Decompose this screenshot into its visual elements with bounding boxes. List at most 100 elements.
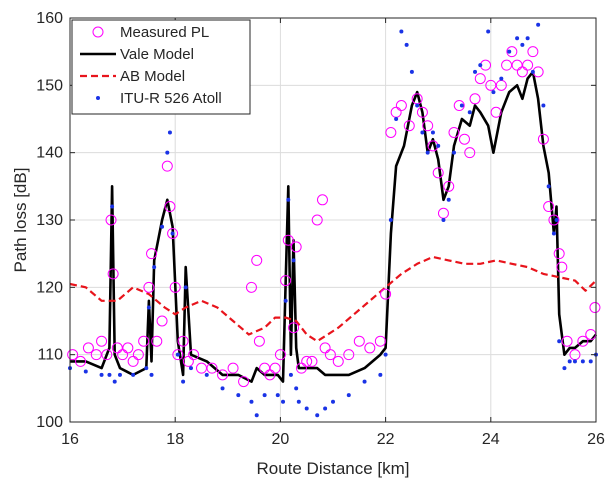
data-point-itu — [546, 184, 551, 189]
data-point-measured — [164, 201, 176, 213]
data-point-itu — [436, 143, 441, 148]
data-point-itu — [131, 372, 136, 377]
data-point-itu — [165, 150, 170, 155]
data-point-measured — [319, 342, 331, 354]
data-point-itu — [283, 298, 288, 303]
data-point-measured — [548, 214, 560, 226]
data-point-measured — [177, 335, 189, 347]
data-point-measured — [556, 261, 568, 273]
data-point-measured — [506, 46, 518, 58]
legend-symbol-measured-pl — [92, 26, 104, 38]
y-tick-label: 140 — [36, 145, 63, 162]
data-point-itu — [415, 103, 420, 108]
data-point-itu — [144, 366, 149, 371]
data-point-measured — [353, 335, 365, 347]
data-point-itu — [499, 76, 504, 81]
data-point-measured — [206, 362, 218, 374]
y-tick-label: 110 — [37, 347, 63, 364]
data-point-itu — [383, 352, 388, 357]
data-point-measured — [422, 120, 434, 132]
data-point-measured — [448, 126, 460, 138]
data-point-measured — [443, 180, 455, 192]
data-point-measured — [264, 369, 276, 381]
y-tick-label: 160 — [36, 10, 63, 27]
data-point-itu — [404, 42, 409, 47]
data-point-itu — [323, 406, 328, 411]
data-point-measured — [132, 349, 144, 361]
data-point-measured — [374, 335, 386, 347]
data-point-measured — [490, 106, 502, 118]
data-point-itu — [275, 393, 280, 398]
data-point-itu — [362, 379, 367, 384]
data-point-itu — [160, 224, 165, 229]
data-point-measured — [274, 349, 286, 361]
data-point-itu — [183, 285, 188, 290]
data-point-measured — [537, 133, 549, 145]
data-point-itu — [175, 352, 180, 357]
data-point-itu — [304, 406, 309, 411]
data-point-itu — [520, 42, 525, 47]
data-point-measured — [511, 59, 523, 71]
data-point-itu — [567, 359, 572, 364]
data-point-itu — [315, 413, 320, 418]
data-point-itu — [112, 379, 117, 384]
data-point-itu — [491, 90, 496, 95]
data-point-itu — [331, 399, 335, 404]
data-point-itu — [425, 150, 430, 155]
data-point-measured — [432, 167, 444, 179]
data-point-itu — [399, 29, 404, 34]
x-axis-label: Route Distance [km] — [256, 459, 409, 478]
data-point-measured — [182, 355, 194, 367]
data-point-measured — [311, 214, 323, 226]
data-point-measured — [395, 100, 407, 112]
data-point-measured — [238, 376, 250, 388]
data-point-measured — [107, 268, 119, 280]
data-point-itu — [291, 258, 296, 263]
data-point-measured — [282, 234, 294, 246]
data-point-itu — [181, 379, 186, 384]
data-point-measured — [301, 355, 313, 367]
data-point-itu — [530, 69, 535, 74]
data-point-itu — [346, 393, 351, 398]
series-itu-r-526-atoll — [68, 22, 598, 418]
data-point-itu — [296, 399, 301, 404]
data-point-measured — [96, 335, 108, 347]
data-point-measured — [403, 120, 415, 132]
data-point-itu — [409, 69, 414, 74]
legend-symbol-itu-r-526-atoll — [96, 96, 100, 100]
series-layer — [67, 22, 601, 418]
data-point-measured — [306, 355, 318, 367]
data-point-itu — [430, 130, 435, 135]
data-point-measured — [82, 342, 94, 354]
data-point-itu — [220, 386, 225, 391]
data-point-itu — [478, 63, 483, 68]
data-point-measured — [196, 362, 207, 374]
data-point-measured — [127, 355, 139, 367]
data-point-measured — [516, 66, 528, 78]
data-point-measured — [453, 100, 465, 112]
x-tick-label: 24 — [482, 431, 500, 448]
data-point-measured — [101, 349, 113, 361]
y-tick-label: 120 — [36, 279, 63, 296]
data-point-measured — [543, 201, 555, 213]
data-point-measured — [577, 335, 589, 347]
data-point-itu — [262, 393, 267, 398]
data-point-itu — [83, 369, 88, 374]
data-point-measured — [288, 322, 300, 334]
legend: Measured PL Vale Model AB Model ITU-R 526 A… — [71, 19, 251, 115]
legend-label-itu-r-526-atoll: ITU-R 526 Atoll — [120, 90, 222, 107]
data-point-itu — [557, 339, 562, 344]
data-point-itu — [149, 372, 154, 377]
y-tick-label: 130 — [36, 212, 63, 229]
data-point-measured — [161, 160, 173, 172]
data-point-measured — [459, 133, 470, 145]
series-measured-pl — [67, 46, 601, 388]
y-tick-label: 150 — [36, 77, 63, 94]
data-point-itu — [388, 218, 393, 222]
data-point-itu — [554, 218, 559, 222]
y-axis-label: Path loss [dB] — [11, 168, 30, 273]
data-point-measured — [146, 248, 158, 260]
data-point-measured — [501, 59, 513, 71]
data-point-measured — [485, 79, 497, 91]
data-point-measured — [245, 281, 257, 293]
